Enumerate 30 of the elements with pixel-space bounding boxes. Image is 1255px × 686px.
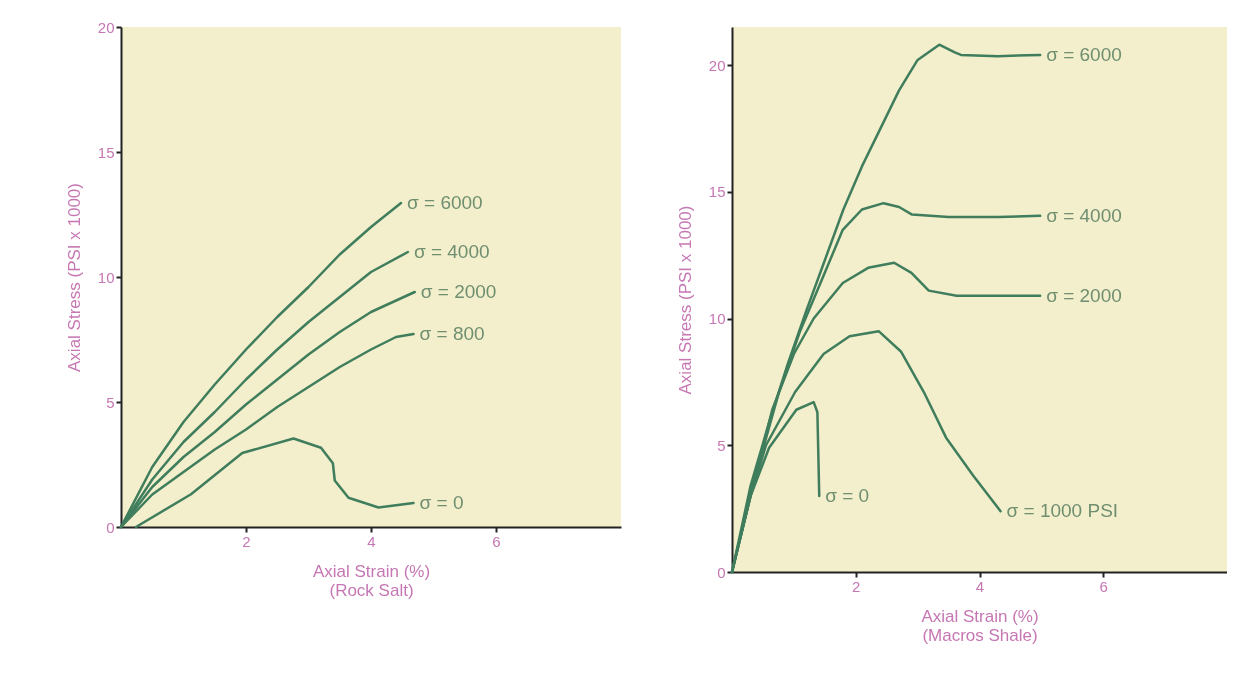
y-tick-label: 10 <box>97 268 115 286</box>
y-tick-label: 5 <box>717 436 726 454</box>
x-tick-label: 6 <box>1099 577 1108 595</box>
series-label: σ = 0 <box>419 492 464 513</box>
y-tick-label: 5 <box>106 393 115 411</box>
y-tick-label: 20 <box>708 56 726 74</box>
x-axis-title: Axial Strain (%) (Macros Shale) <box>921 606 1039 645</box>
series-label: σ = 6000 <box>1046 43 1122 65</box>
y-tick-label: 0 <box>106 518 115 536</box>
series-label: σ = 2000 <box>1046 284 1122 306</box>
series-label: σ = 6000 <box>407 192 483 213</box>
y-tick-label: 15 <box>708 183 726 201</box>
y-axis-title: Axial Stress (PSI x 1000) <box>64 183 84 372</box>
y-tick-label: 15 <box>97 143 115 161</box>
x-tick-label: 2 <box>852 577 861 595</box>
x-tick-label: 4 <box>367 532 376 550</box>
y-tick-label: 0 <box>717 563 726 581</box>
series-label: σ = 4000 <box>413 241 490 262</box>
series-label: σ = 1000 PSI <box>1006 500 1119 522</box>
y-axis-title: Axial Stress (PSI x 1000) <box>675 205 695 395</box>
series-label: σ = 0 <box>825 484 870 506</box>
series-label: σ = 4000 <box>1046 204 1122 226</box>
y-tick-label: 10 <box>708 310 726 328</box>
series-label: σ = 800 <box>419 323 485 344</box>
x-tick-label: 2 <box>242 532 251 550</box>
x-tick-label: 6 <box>492 532 501 550</box>
series-label: σ = 2000 <box>420 281 497 302</box>
y-tick-label: 20 <box>97 18 115 36</box>
x-axis-title: Axial Strain (%) (Rock Salt) <box>312 561 431 600</box>
x-tick-label: 4 <box>975 577 985 595</box>
